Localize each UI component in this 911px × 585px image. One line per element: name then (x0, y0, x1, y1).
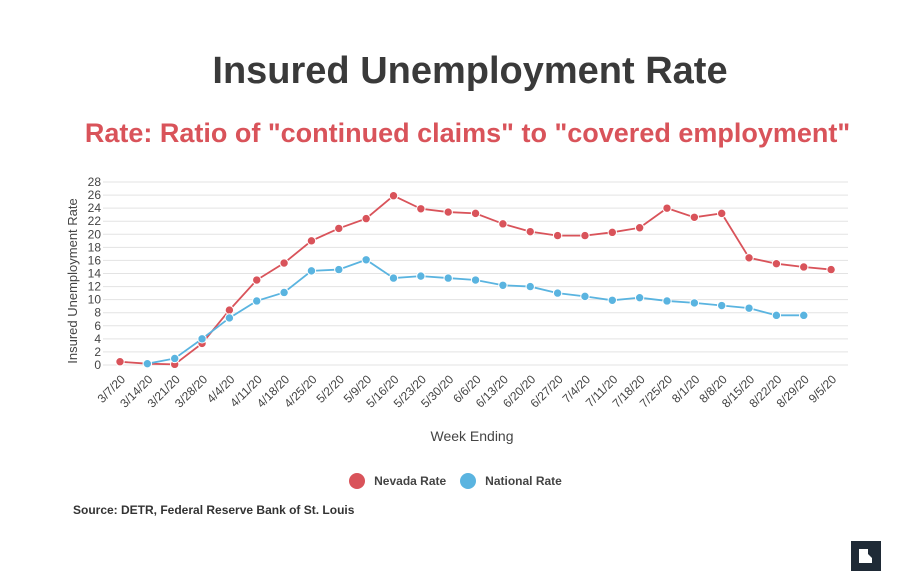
source-note: Source: DETR, Federal Reserve Bank of St… (73, 503, 355, 517)
data-point (607, 227, 617, 238)
y-tick-label: 18 (88, 240, 102, 254)
data-point (388, 273, 399, 283)
legend-item-nevada: Nevada Rate (349, 473, 446, 489)
x-tick-labels: 3/7/203/14/203/21/203/28/204/4/204/11/20… (95, 372, 840, 410)
y-tick-label: 4 (94, 332, 101, 346)
data-point (470, 275, 481, 285)
data-point (115, 357, 125, 367)
data-point (552, 230, 563, 241)
data-point (252, 296, 262, 306)
data-point (634, 223, 645, 233)
y-tick-label: 24 (88, 201, 102, 215)
legend-swatch-nevada (349, 473, 366, 489)
data-point (744, 303, 754, 313)
legend-label-nevada: Nevada Rate (374, 474, 447, 488)
data-point (771, 258, 782, 269)
data-point (388, 191, 399, 201)
legend-label-national: National Rate (485, 474, 562, 488)
data-point (634, 292, 645, 303)
y-tick-label: 26 (88, 188, 102, 202)
y-tick-label: 28 (88, 175, 102, 189)
data-point (799, 310, 809, 321)
data-point (197, 334, 207, 344)
y-tick-label: 8 (94, 306, 101, 320)
legend-item-national: National Rate (460, 473, 562, 489)
data-point (525, 281, 535, 292)
data-point (525, 226, 535, 237)
y-tick-label: 6 (94, 319, 101, 333)
data-point (170, 353, 180, 364)
data-point (689, 298, 700, 308)
data-point (580, 230, 590, 241)
x-tick-label: 9/5/20 (806, 372, 840, 406)
data-point (826, 264, 836, 275)
data-point (744, 253, 754, 263)
chart-subtitle: Rate: Ratio of "continued claims" to "co… (84, 118, 851, 148)
y-tick-label: 10 (88, 293, 102, 307)
y-tick-label: 14 (88, 267, 102, 281)
data-point (607, 295, 617, 305)
data-point (580, 291, 590, 302)
data-point (416, 204, 426, 214)
data-point (334, 223, 344, 234)
y-tick-label: 22 (88, 214, 102, 228)
y-tick-label: 16 (88, 253, 102, 267)
y-tick-label: 2 (94, 345, 101, 359)
data-point (224, 305, 235, 315)
data-point (717, 300, 727, 311)
data-point (279, 258, 289, 268)
data-point (498, 219, 508, 229)
y-tick-label: 20 (88, 227, 102, 241)
data-point (470, 208, 481, 219)
y-tick-label: 0 (94, 358, 101, 372)
legend: Nevada Rate National Rate (0, 473, 911, 489)
x-axis-label: Week Ending (430, 428, 513, 444)
data-point (552, 288, 563, 298)
data-point (799, 262, 809, 272)
series-national (142, 255, 809, 369)
data-point (443, 273, 453, 283)
data-point (306, 236, 317, 246)
chart-title: Insured Unemployment Rate (212, 50, 728, 92)
data-point (279, 287, 289, 298)
data-point (662, 296, 672, 306)
x-tick-label: 5/2/20 (313, 372, 347, 406)
data-point (252, 275, 262, 285)
data-point (142, 358, 153, 369)
data-point (416, 271, 426, 281)
data-point (771, 310, 782, 321)
data-point (689, 212, 700, 222)
data-point (224, 313, 235, 323)
series-lines (115, 191, 836, 370)
data-point (717, 208, 727, 219)
data-point (306, 266, 317, 276)
nevada-independent-logo-icon (851, 541, 881, 571)
data-point (361, 213, 371, 224)
data-point (361, 255, 371, 265)
x-tick-label: 8/1/20 (669, 372, 703, 406)
legend-swatch-national (460, 473, 477, 489)
data-point (498, 280, 508, 290)
data-point (334, 264, 344, 275)
y-axis-label: Insured Unemployment Rate (65, 198, 80, 363)
data-point (662, 203, 672, 213)
data-point (443, 207, 453, 217)
y-tick-label: 12 (88, 280, 102, 294)
